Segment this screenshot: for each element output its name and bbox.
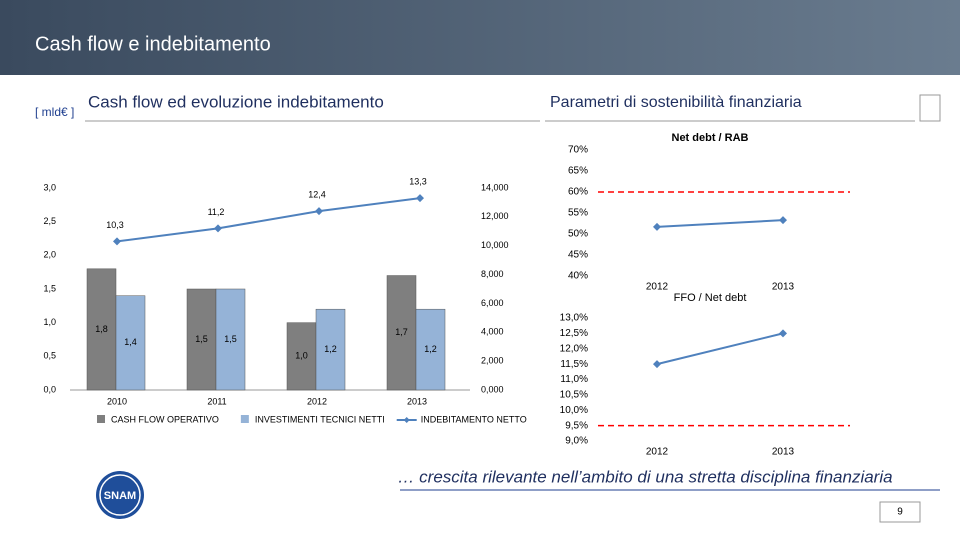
bar <box>315 308 346 391</box>
page-box <box>879 501 921 523</box>
x-tick-label: 2012 <box>646 447 669 458</box>
y-tick-label: 13,0% <box>560 313 588 324</box>
y-tick-label: 10,5% <box>560 390 588 401</box>
logo <box>96 471 144 519</box>
left-section-title: Cash flow ed evoluzione indebitamento <box>88 92 384 111</box>
data-label: 1,5 <box>195 334 208 344</box>
logo-text: SNAM <box>104 490 136 502</box>
y-tick-label: 9,5% <box>565 420 588 431</box>
chart-title: FFO / Net debt <box>674 292 747 304</box>
legend-swatch <box>97 415 105 423</box>
data-label: 1,2 <box>424 344 437 354</box>
line-marker <box>779 329 787 338</box>
x-tick-label: 2012 <box>646 282 669 293</box>
y2-tick-label: 8,000 <box>481 269 504 279</box>
y-tick-label: 11,5% <box>560 359 588 370</box>
corner-box <box>919 94 941 122</box>
x-tick-label: 2013 <box>772 282 795 293</box>
unit-label: [ mld€ ] <box>35 105 74 119</box>
line-marker <box>214 224 222 233</box>
bar <box>86 268 117 391</box>
y-tick-label: 3,0 <box>43 182 56 192</box>
bar <box>215 288 246 391</box>
y-tick-label: 9,0% <box>565 436 588 447</box>
y-tick-label: 12,0% <box>560 343 588 354</box>
line <box>656 219 784 228</box>
line-marker <box>779 216 787 225</box>
y-tick-label: 55% <box>568 208 588 219</box>
y-tick-label: 11,0% <box>560 374 588 385</box>
x-tick-label: 2010 <box>107 396 127 406</box>
x-tick-label: 2013 <box>407 396 427 406</box>
x-tick-label: 2013 <box>772 447 795 458</box>
data-label: 1,5 <box>224 334 237 344</box>
y2-tick-label: 4,000 <box>481 327 504 337</box>
y2-tick-label: 2,000 <box>481 356 504 366</box>
slide-title: Cash flow e indebitamento <box>35 33 271 55</box>
y-tick-label: 40% <box>568 271 588 282</box>
y2-tick-label: 0,000 <box>481 384 504 394</box>
y-tick-label: 70% <box>568 145 588 156</box>
right-section-title: Parametri di sostenibilità finanziaria <box>550 94 802 111</box>
page-number: 9 <box>897 507 903 518</box>
bar <box>115 295 146 391</box>
line-marker <box>315 207 323 216</box>
line-marker <box>653 360 661 369</box>
line-marker <box>653 222 661 231</box>
y-tick-label: 45% <box>568 250 588 261</box>
x-tick-label: 2011 <box>207 396 226 406</box>
legend-label: INDEBITAMENTO NETTO <box>421 414 527 424</box>
y-tick-label: 50% <box>568 229 588 240</box>
y-tick-label: 1,0 <box>43 317 56 327</box>
bar <box>415 308 446 391</box>
y-tick-label: 12,5% <box>560 328 588 339</box>
chart-title: Net debt / RAB <box>672 132 749 144</box>
data-label: 1,2 <box>324 344 337 354</box>
y-tick-label: 65% <box>568 166 588 177</box>
y2-tick-label: 12,000 <box>481 211 509 221</box>
y-tick-label: 1,5 <box>43 283 56 293</box>
y-tick-label: 0,0 <box>43 384 56 394</box>
legend-label: CASH FLOW OPERATIVO <box>111 414 219 424</box>
line <box>656 332 784 366</box>
bar <box>286 322 317 391</box>
bar <box>186 288 217 391</box>
y-tick-label: 0,5 <box>43 351 56 361</box>
header-band <box>0 0 960 75</box>
line-marker <box>113 237 121 246</box>
data-label: 11,2 <box>208 207 225 217</box>
data-label: 1,7 <box>395 327 408 337</box>
bar <box>386 275 417 391</box>
data-label: 10,3 <box>106 220 124 230</box>
tagline: … crescita rilevante nell’ambito di una … <box>397 467 892 486</box>
y-tick-label: 2,5 <box>43 216 56 226</box>
y2-tick-label: 10,000 <box>481 240 509 250</box>
line <box>116 197 421 243</box>
y-tick-label: 2,0 <box>43 250 56 260</box>
data-label: 1,4 <box>124 337 137 347</box>
data-label: 13,3 <box>409 176 427 186</box>
y-tick-label: 10,0% <box>560 405 588 416</box>
y-tick-label: 60% <box>568 187 588 198</box>
x-tick-label: 2012 <box>307 396 327 406</box>
legend-swatch <box>240 415 249 423</box>
data-label: 1,0 <box>295 351 308 361</box>
y2-tick-label: 14,000 <box>481 182 509 192</box>
data-label: 12,4 <box>308 189 326 199</box>
logo-ring <box>99 474 141 516</box>
legend-label: INVESTIMENTI TECNICI NETTI <box>255 414 385 424</box>
data-label: 1,8 <box>95 324 108 334</box>
legend-marker <box>403 417 410 423</box>
y2-tick-label: 6,000 <box>481 298 504 308</box>
line-marker <box>416 194 424 203</box>
